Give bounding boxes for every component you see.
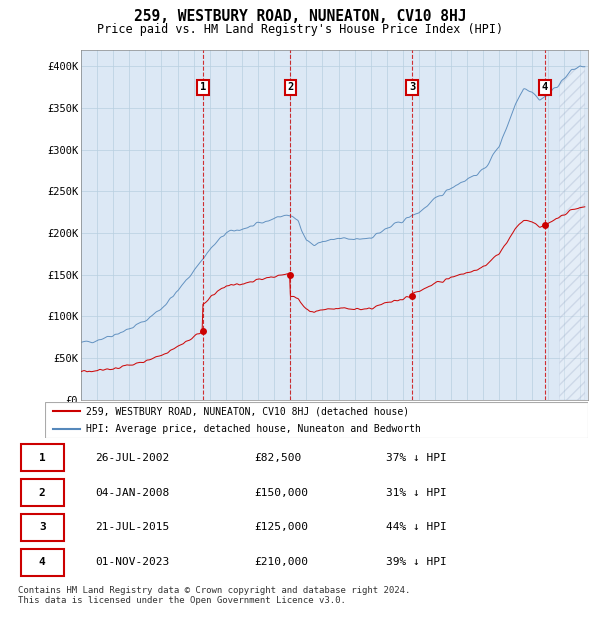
- Text: 37% ↓ HPI: 37% ↓ HPI: [386, 453, 447, 463]
- Text: £210,000: £210,000: [254, 557, 308, 567]
- Text: Contains HM Land Registry data © Crown copyright and database right 2024.
This d: Contains HM Land Registry data © Crown c…: [18, 586, 410, 605]
- Text: 3: 3: [409, 82, 415, 92]
- Text: 21-JUL-2015: 21-JUL-2015: [95, 523, 170, 533]
- FancyBboxPatch shape: [20, 479, 64, 506]
- Text: 3: 3: [39, 523, 46, 533]
- Text: £125,000: £125,000: [254, 523, 308, 533]
- Text: Price paid vs. HM Land Registry's House Price Index (HPI): Price paid vs. HM Land Registry's House …: [97, 23, 503, 36]
- Text: 01-NOV-2023: 01-NOV-2023: [95, 557, 170, 567]
- FancyBboxPatch shape: [20, 549, 64, 575]
- Text: 4: 4: [39, 557, 46, 567]
- Text: £82,500: £82,500: [254, 453, 301, 463]
- Text: 2: 2: [287, 82, 293, 92]
- Text: 26-JUL-2002: 26-JUL-2002: [95, 453, 170, 463]
- Text: 1: 1: [200, 82, 206, 92]
- Text: 1: 1: [39, 453, 46, 463]
- Text: 04-JAN-2008: 04-JAN-2008: [95, 487, 170, 497]
- Text: 259, WESTBURY ROAD, NUNEATON, CV10 8HJ: 259, WESTBURY ROAD, NUNEATON, CV10 8HJ: [134, 9, 466, 24]
- Text: 31% ↓ HPI: 31% ↓ HPI: [386, 487, 447, 497]
- Text: HPI: Average price, detached house, Nuneaton and Bedworth: HPI: Average price, detached house, Nune…: [86, 424, 421, 435]
- FancyBboxPatch shape: [20, 445, 64, 471]
- Text: 4: 4: [542, 82, 548, 92]
- FancyBboxPatch shape: [20, 514, 64, 541]
- FancyBboxPatch shape: [45, 402, 588, 438]
- Text: £150,000: £150,000: [254, 487, 308, 497]
- Text: 2: 2: [39, 487, 46, 497]
- Text: 44% ↓ HPI: 44% ↓ HPI: [386, 523, 447, 533]
- Text: 259, WESTBURY ROAD, NUNEATON, CV10 8HJ (detached house): 259, WESTBURY ROAD, NUNEATON, CV10 8HJ (…: [86, 406, 409, 417]
- Text: 39% ↓ HPI: 39% ↓ HPI: [386, 557, 447, 567]
